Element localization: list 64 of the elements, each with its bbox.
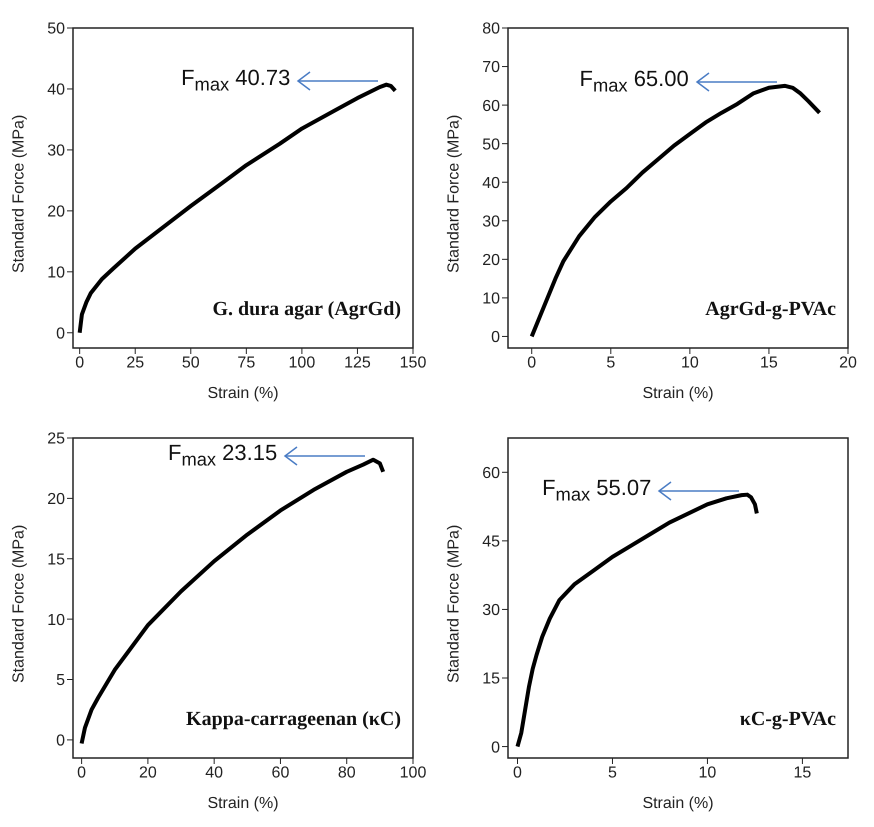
y-axis-title: Standard Force (MPa) bbox=[10, 114, 28, 273]
annotation: F$_{max}$ 40.73 bbox=[181, 64, 290, 95]
y-tick-label: 80 bbox=[482, 20, 500, 38]
y-tick-label: 10 bbox=[47, 612, 66, 629]
annotation: F$_{max}$ 23.15 bbox=[168, 440, 278, 471]
y-tick-label: 10 bbox=[47, 264, 66, 282]
y-tick-label: 5 bbox=[56, 672, 66, 690]
y-tick-label: 10 bbox=[482, 290, 500, 308]
x-axis-title: Strain (%) bbox=[642, 795, 714, 812]
x-tick-label: 0 bbox=[513, 764, 522, 782]
y-tick-label: 50 bbox=[47, 20, 66, 38]
annotation: Kappa-carrageenan (κC) bbox=[186, 708, 401, 731]
x-axis-title: Strain (%) bbox=[207, 795, 279, 812]
x-tick-label: 20 bbox=[839, 354, 857, 372]
y-tick-label: 30 bbox=[482, 213, 500, 230]
y-tick-label: 30 bbox=[482, 602, 500, 620]
x-tick-label: 40 bbox=[205, 764, 224, 782]
y-tick-label: 60 bbox=[482, 98, 500, 115]
annotation: κC-g-PVAc bbox=[740, 708, 836, 731]
y-tick-label: 0 bbox=[56, 325, 66, 342]
y-tick-label: 25 bbox=[47, 430, 66, 448]
y-tick-label: 0 bbox=[491, 739, 500, 756]
x-tick-label: 0 bbox=[527, 354, 536, 372]
x-tick-label: 15 bbox=[794, 764, 812, 782]
y-tick-label: 30 bbox=[47, 142, 66, 160]
x-tick-label: 0 bbox=[75, 354, 84, 372]
x-tick-label: 50 bbox=[182, 354, 200, 372]
x-tick-label: 0 bbox=[77, 764, 86, 782]
annotation: F$_{max}$ 65.00 bbox=[580, 66, 689, 96]
x-tick-label: 150 bbox=[400, 354, 426, 372]
y-axis-title: Standard Force (MPa) bbox=[446, 114, 463, 273]
y-tick-label: 0 bbox=[491, 329, 500, 346]
x-axis-title: Strain (%) bbox=[207, 385, 279, 402]
x-tick-label: 10 bbox=[680, 354, 699, 372]
x-tick-label: 5 bbox=[608, 764, 618, 782]
x-tick-label: 10 bbox=[698, 764, 716, 782]
y-tick-label: 60 bbox=[482, 464, 500, 482]
x-tick-label: 20 bbox=[138, 764, 157, 782]
x-tick-label: 125 bbox=[344, 354, 371, 372]
y-tick-label: 45 bbox=[482, 534, 500, 551]
x-tick-label: 60 bbox=[272, 764, 290, 782]
y-tick-label: 70 bbox=[482, 59, 500, 76]
annotation: F$_{max}$ 55.07 bbox=[542, 474, 652, 506]
x-tick-label: 100 bbox=[400, 764, 426, 782]
y-tick-label: 50 bbox=[482, 136, 500, 154]
y-tick-label: 0 bbox=[56, 732, 66, 750]
x-tick-label: 25 bbox=[126, 354, 144, 372]
y-tick-label: 20 bbox=[47, 491, 66, 508]
y-axis-title: Standard Force (MPa) bbox=[446, 524, 463, 683]
x-axis-title: Strain (%) bbox=[642, 385, 714, 402]
x-tick-label: 5 bbox=[606, 354, 616, 372]
y-tick-label: 15 bbox=[482, 670, 500, 688]
y-tick-label: 20 bbox=[47, 204, 66, 221]
y-axis-title: Standard Force (MPa) bbox=[10, 524, 28, 683]
x-tick-label: 80 bbox=[338, 764, 356, 782]
x-tick-label: 15 bbox=[760, 354, 778, 372]
annotation: AgrGd-g-PVAc bbox=[705, 298, 836, 321]
y-tick-label: 20 bbox=[482, 252, 500, 270]
x-tick-label: 100 bbox=[288, 354, 316, 372]
y-tick-label: 40 bbox=[47, 82, 66, 99]
y-tick-label: 40 bbox=[482, 174, 500, 192]
x-tick-label: 75 bbox=[237, 354, 256, 372]
y-tick-label: 15 bbox=[47, 551, 66, 568]
annotation: G. dura agar (AgrGd) bbox=[212, 298, 401, 321]
